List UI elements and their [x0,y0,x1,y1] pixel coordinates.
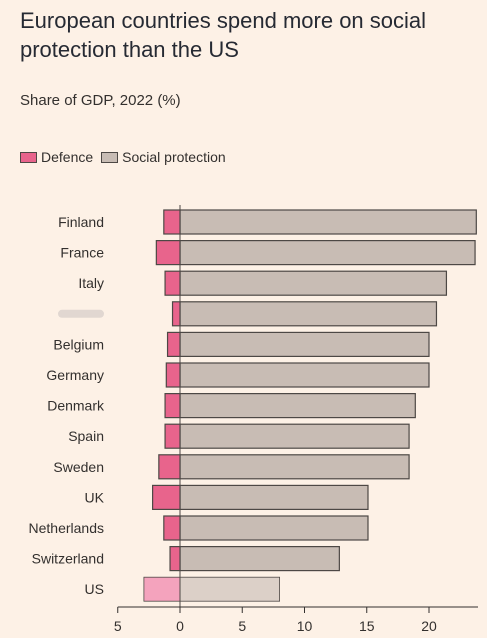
bar-social-protection-sweden [179,454,410,480]
legend-label-defence: Defence [41,149,94,165]
bar-social-protection-spain [179,423,410,449]
category-label-germany: Germany [46,367,104,383]
bar-defence-france [155,240,181,266]
bar-social-protection-netherlands [179,515,369,541]
legend-swatch-defence [20,151,37,163]
x-tick-label-4: 15 [359,618,375,634]
category-label-italy: Italy [78,275,104,291]
category-label-us: US [85,581,104,597]
category-label-finland: Finland [58,214,104,230]
category-label-netherlands: Netherlands [29,520,105,536]
bar-social-protection-switzerland [179,545,340,572]
bar-social-protection-italy [179,270,448,296]
legend-item-defence: Defence [20,149,93,165]
bar-social-protection-blank-3 [179,301,438,327]
bar-defence-switzerland [169,545,181,572]
bar-defence-belgium [166,331,181,357]
x-tick-label-2: 5 [238,618,246,634]
bar-defence-us [143,576,181,602]
bar-defence-sweden [158,454,181,480]
category-label-switzerland: Switzerland [32,551,104,567]
category-label-uk: UK [85,489,105,505]
x-tick-label-3: 10 [297,618,313,634]
bar-defence-netherlands [163,515,181,541]
bar-social-protection-france [179,240,476,266]
chart-subtitle: Share of GDP, 2022 (%) [20,92,181,109]
legend: Defence Social protection [20,149,234,165]
bar-defence-denmark [164,393,181,419]
bar-social-protection-uk [179,484,369,510]
category-label-blurred [58,309,104,318]
category-label-belgium: Belgium [53,336,104,352]
bar-defence-finland [163,209,181,235]
bar-social-protection-belgium [179,331,430,357]
bar-social-protection-finland [179,209,477,235]
legend-label-social-protection: Social protection [122,149,226,165]
bar-defence-uk [152,484,181,510]
legend-swatch-social-protection [101,151,119,163]
category-label-france: France [60,245,104,261]
x-tick-label-1: 0 [176,618,184,634]
bar-social-protection-denmark [179,393,416,419]
category-label-denmark: Denmark [47,398,105,414]
bar-defence-spain [164,423,181,449]
category-label-spain: Spain [68,428,104,444]
chart-title: European countries spend more on social … [20,8,427,62]
bar-social-protection-germany [179,362,430,388]
bar-social-protection-us [179,576,280,602]
x-tick-label-0: 5 [114,618,122,634]
x-tick-label-5: 20 [421,618,437,634]
bar-defence-italy [164,270,181,296]
legend-item-social-protection: Social protection [101,149,226,165]
bar-defence-blank-3 [171,301,181,327]
bar-defence-germany [165,362,181,388]
category-label-sweden: Sweden [53,459,104,475]
